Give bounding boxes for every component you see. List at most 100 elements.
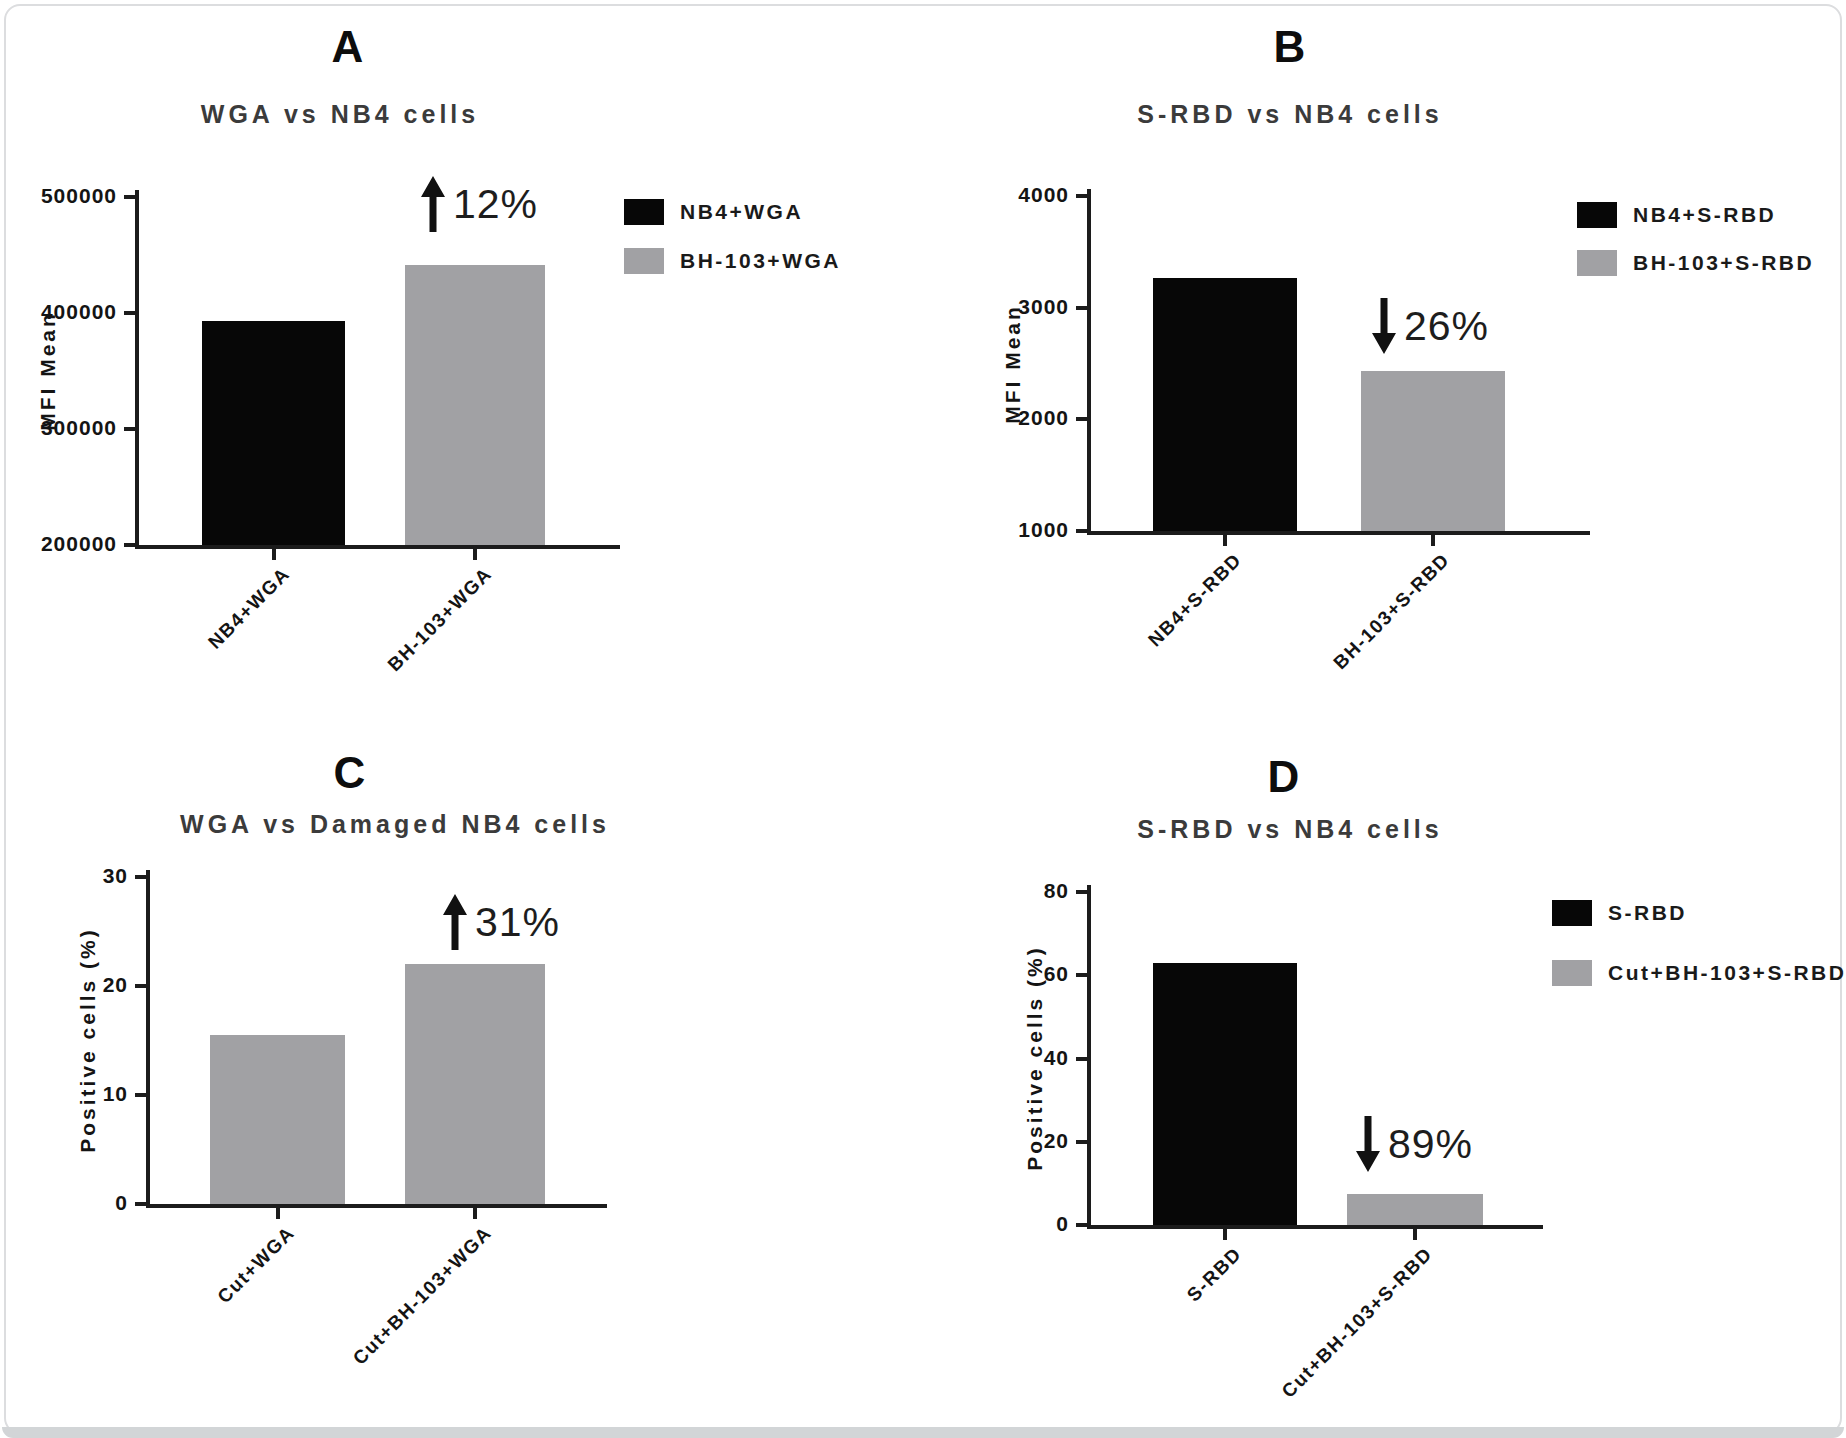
x-tick-label: Cut+BH-103+WGA — [349, 1222, 497, 1370]
panel-d-x-axis — [1087, 1225, 1543, 1229]
panel-b-title: S-RBD vs NB4 cells — [980, 100, 1600, 129]
y-tick-mark — [135, 875, 146, 879]
legend-swatch-gray — [1577, 250, 1617, 276]
y-tick-mark — [124, 195, 135, 199]
x-tick-label: BH-103+S-RBD — [1330, 549, 1455, 674]
panel-a-x-axis — [135, 545, 620, 549]
y-tick-label: 0 — [0, 1191, 128, 1215]
bar-cut+bh-103+s-rbd — [1347, 1194, 1483, 1227]
panel-c-x-axis — [146, 1204, 607, 1208]
panel-a-y-axis — [135, 190, 139, 549]
y-tick-mark — [124, 311, 135, 315]
legend-item-bh-103+s-rbd: BH-103+S-RBD — [1577, 250, 1814, 276]
x-tick-label: BH-103+WGA — [383, 563, 496, 676]
bar-cut+bh-103+wga — [405, 964, 545, 1206]
y-tick-label: 4000 — [939, 183, 1069, 207]
panel-c-ylabel: Positive cells (%) — [76, 927, 100, 1153]
y-tick-label: 400000 — [0, 300, 117, 324]
down-arrow-icon — [1356, 1116, 1380, 1172]
bar-nb4+s-rbd — [1153, 278, 1297, 533]
y-tick-label: 300000 — [0, 416, 117, 440]
x-tick-label: NB4+WGA — [205, 563, 296, 654]
bar-bh-103+wga — [405, 265, 545, 547]
panel-a-title: WGA vs NB4 cells — [30, 100, 650, 129]
bar-cut+wga — [210, 1035, 345, 1206]
legend-swatch-gray — [1552, 960, 1592, 986]
down-arrow-icon — [1372, 298, 1396, 354]
legend-swatch-black — [1552, 900, 1592, 926]
x-tick-mark — [1223, 535, 1227, 546]
y-tick-label: 0 — [939, 1212, 1069, 1236]
x-tick-label: NB4+S-RBD — [1144, 549, 1246, 651]
y-tick-mark — [1076, 529, 1087, 533]
annotation-percent-label: 12% — [453, 184, 538, 225]
legend-label: BH-103+S-RBD — [1633, 251, 1814, 275]
legend-swatch-black — [624, 199, 664, 225]
x-tick-mark — [276, 1208, 280, 1219]
bar-nb4+wga — [202, 321, 345, 547]
y-tick-label: 30 — [0, 864, 128, 888]
up-arrow-icon — [421, 176, 445, 232]
y-tick-mark — [124, 543, 135, 547]
y-tick-label: 20 — [0, 973, 128, 997]
y-tick-label: 2000 — [939, 406, 1069, 430]
x-tick-label: S-RBD — [1183, 1243, 1246, 1306]
panel-b-y-axis — [1087, 189, 1091, 535]
panel-c-letter: C — [150, 748, 550, 798]
panel-c-title: WGA vs Damaged NB4 cells — [85, 810, 705, 839]
legend-item-cut+bh-103+s-rbd: Cut+BH-103+S-RBD — [1552, 960, 1846, 986]
annotation-26%: 26% — [1372, 298, 1489, 354]
y-tick-label: 10 — [0, 1082, 128, 1106]
y-tick-mark — [1076, 890, 1087, 894]
bar-s-rbd — [1153, 963, 1297, 1227]
panel-d-title: S-RBD vs NB4 cells — [980, 815, 1600, 844]
panel-a-ylabel: MFI Mean — [36, 311, 60, 431]
legend-label: NB4+WGA — [680, 200, 803, 224]
y-tick-label: 200000 — [0, 532, 117, 556]
annotation-12%: 12% — [421, 176, 538, 232]
up-arrow-icon — [443, 894, 467, 950]
x-tick-mark — [1413, 1229, 1417, 1240]
bar-bh-103+s-rbd — [1361, 371, 1505, 533]
panel-b-x-axis — [1087, 531, 1590, 535]
y-tick-mark — [135, 1093, 146, 1097]
panel-c-y-axis — [146, 870, 150, 1208]
y-tick-mark — [135, 984, 146, 988]
x-tick-mark — [1223, 1229, 1227, 1240]
y-tick-mark — [1076, 306, 1087, 310]
panel-d-y-axis — [1087, 885, 1091, 1229]
legend-label: Cut+BH-103+S-RBD — [1608, 961, 1846, 985]
x-tick-label: Cut+WGA — [213, 1222, 299, 1308]
annotation-percent-label: 26% — [1404, 306, 1489, 347]
legend-label: NB4+S-RBD — [1633, 203, 1776, 227]
panel-d-letter: D — [1084, 752, 1484, 802]
card-bottom-edge — [2, 1427, 1844, 1438]
annotation-percent-label: 31% — [475, 902, 560, 943]
y-tick-mark — [1076, 417, 1087, 421]
legend-swatch-gray — [624, 248, 664, 274]
annotation-89%: 89% — [1356, 1116, 1473, 1172]
y-tick-mark — [1076, 194, 1087, 198]
y-tick-mark — [1076, 1057, 1087, 1061]
y-tick-label: 1000 — [939, 518, 1069, 542]
legend-swatch-black — [1577, 202, 1617, 228]
legend-label: BH-103+WGA — [680, 249, 841, 273]
x-tick-mark — [473, 1208, 477, 1219]
legend-label: S-RBD — [1608, 901, 1687, 925]
panel-b-letter: B — [1090, 22, 1490, 72]
x-tick-mark — [1431, 535, 1435, 546]
y-tick-label: 60 — [939, 962, 1069, 986]
y-tick-label: 3000 — [939, 295, 1069, 319]
x-tick-mark — [272, 549, 276, 560]
y-tick-mark — [1076, 973, 1087, 977]
annotation-31%: 31% — [443, 894, 560, 950]
x-tick-mark — [473, 549, 477, 560]
x-tick-label: Cut+BH-103+S-RBD — [1277, 1243, 1436, 1402]
y-tick-mark — [135, 1202, 146, 1206]
legend-item-nb4+s-rbd: NB4+S-RBD — [1577, 202, 1776, 228]
y-tick-label: 80 — [939, 879, 1069, 903]
y-tick-mark — [1076, 1140, 1087, 1144]
annotation-percent-label: 89% — [1388, 1124, 1473, 1165]
y-tick-label: 500000 — [0, 184, 117, 208]
legend-item-bh-103+wga: BH-103+WGA — [624, 248, 841, 274]
